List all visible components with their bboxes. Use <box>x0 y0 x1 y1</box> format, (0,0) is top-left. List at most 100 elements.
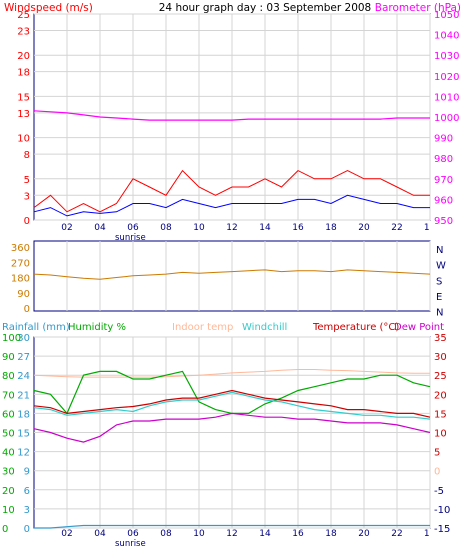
rainfall-line <box>34 524 430 529</box>
barometer-tick-label: 1020 <box>434 72 459 83</box>
rainfall-tick-label: 3 <box>24 505 30 516</box>
temperature-tick-label: -10 <box>434 505 450 516</box>
average-wind-line <box>33 194 430 217</box>
humidity-tick-label: 70 <box>2 390 15 401</box>
temperature-legend: Rainfall (mm) Humidity % Indoor temp Win… <box>2 322 444 333</box>
windspeed-tick-label: 23 <box>17 26 30 37</box>
x-tick-label: 18 <box>325 223 337 233</box>
x-tick-label: 02 <box>61 223 72 233</box>
temperature-tick-label: 0 <box>434 467 440 478</box>
temperature-tick-label: 30 <box>434 352 447 363</box>
windspeed-axis-title: Windspeed (m/s) <box>4 2 93 14</box>
barometer-tick-label: 960 <box>434 195 453 206</box>
humidity-tick-label: 20 <box>2 486 15 497</box>
compass-tick-label: W <box>436 261 446 272</box>
x-tick-label: 08 <box>160 529 172 539</box>
barometer-tick-label: 1040 <box>434 31 459 42</box>
barometer-ticks: 950 960 970 980 990 1000 1010 1020 1030 1040 1050 <box>434 10 459 227</box>
temperature-tick-label: 15 <box>434 409 447 420</box>
barometer-tick-label: 990 <box>434 134 453 145</box>
barometer-tick-label: 950 <box>434 216 453 227</box>
barometer-line <box>33 110 430 121</box>
x-tick-label: 12 <box>226 223 237 233</box>
windspeed-line <box>33 169 430 213</box>
windspeed-ticks: 0 3 5 8 10 13 15 18 20 23 25 <box>17 10 30 227</box>
x-tick-label: 16 <box>292 223 304 233</box>
temperature-tick-label: -15 <box>434 524 450 535</box>
x-tick-label: 02 <box>61 529 72 539</box>
rainfall-tick-label: 9 <box>24 467 30 478</box>
compass-tick-label: N <box>436 308 443 319</box>
temperature-line <box>33 389 431 418</box>
rainfall-tick-label: 15 <box>17 429 30 440</box>
temperature-tick-label: 35 <box>434 333 447 344</box>
panel-3-grid <box>34 336 431 529</box>
x-tick-label: 04 <box>94 529 106 539</box>
rainfall-tick-label: 6 <box>24 486 30 497</box>
temperature-tick-label: -5 <box>434 486 444 497</box>
legend-temperature: Temperature (°C) <box>312 322 399 333</box>
panel-1-x-ticks: 02 04 06 08 10 12 14 16 18 20 22 1 <box>61 223 429 233</box>
humidity-tick-label: 0 <box>2 524 8 535</box>
temperature-tick-label: 5 <box>434 448 440 459</box>
windspeed-tick-label: 5 <box>24 175 30 186</box>
barometer-tick-label: 980 <box>434 154 453 165</box>
x-tick-label: 20 <box>358 529 370 539</box>
barometer-tick-label: 1030 <box>434 51 459 62</box>
x-tick-label: 20 <box>358 223 370 233</box>
temperature-tick-label: 20 <box>434 390 447 401</box>
indoor-temp-line <box>33 369 430 378</box>
direction-tick-label: 360 <box>11 243 30 254</box>
x-tick-label: 06 <box>127 223 139 233</box>
rainfall-tick-label: 18 <box>17 409 30 420</box>
direction-degree-ticks: 0 90 180 270 360 <box>11 243 30 315</box>
rainfall-tick-label: 30 <box>17 333 30 344</box>
panel-3-x-ticks: 02 04 06 08 10 12 14 16 18 20 22 1 <box>61 529 429 539</box>
rainfall-ticks: 0 3 6 9 12 15 18 21 24 27 30 <box>17 333 30 535</box>
windspeed-tick-label: 18 <box>17 68 30 79</box>
x-tick-label: 16 <box>292 529 304 539</box>
legend-indoor-temp: Indoor temp <box>172 322 233 333</box>
humidity-ticks: 0 10 20 30 40 50 60 70 80 90 100 <box>2 333 21 535</box>
humidity-tick-label: 50 <box>2 429 15 440</box>
humidity-tick-label: 30 <box>2 467 15 478</box>
windchill-line <box>33 391 431 420</box>
barometer-tick-label: 1010 <box>434 92 459 103</box>
x-tick-label: 10 <box>193 223 205 233</box>
humidity-tick-label: 40 <box>2 448 15 459</box>
windspeed-tick-label: 13 <box>17 109 30 120</box>
x-tick-label: 14 <box>259 529 271 539</box>
panel-1-grid <box>34 13 431 221</box>
rainfall-tick-label: 21 <box>17 390 30 401</box>
windspeed-tick-label: 25 <box>17 10 30 21</box>
windspeed-tick-label: 3 <box>24 191 30 202</box>
direction-tick-label: 180 <box>11 274 30 285</box>
dew-point-line <box>33 412 431 443</box>
humidity-tick-label: 90 <box>2 352 15 363</box>
rainfall-tick-label: 24 <box>17 371 30 382</box>
windspeed-tick-label: 0 <box>24 216 30 227</box>
x-tick-label: 14 <box>259 223 271 233</box>
barometer-tick-label: 1000 <box>434 113 459 124</box>
humidity-tick-label: 60 <box>2 409 15 420</box>
windspeed-tick-label: 10 <box>17 134 30 145</box>
humidity-tick-label: 80 <box>2 371 15 382</box>
legend-windchill: Windchill <box>242 322 287 333</box>
rainfall-tick-label: 12 <box>17 448 30 459</box>
x-tick-label: 06 <box>127 529 139 539</box>
barometer-axis-title: Barometer (hPa) <box>375 2 461 14</box>
compass-tick-label: N <box>436 245 443 256</box>
humidity-tick-label: 10 <box>2 505 15 516</box>
humidity-tick-label: 100 <box>2 333 21 344</box>
barometer-tick-label: 1050 <box>434 10 459 21</box>
x-tick-label: 12 <box>226 529 237 539</box>
sunrise-label-top: sunrise <box>115 233 146 243</box>
temperature-tick-label: 10 <box>434 429 447 440</box>
windspeed-tick-label: 20 <box>17 51 30 62</box>
x-tick-label: 18 <box>325 529 337 539</box>
x-tick-label: 10 <box>193 529 205 539</box>
